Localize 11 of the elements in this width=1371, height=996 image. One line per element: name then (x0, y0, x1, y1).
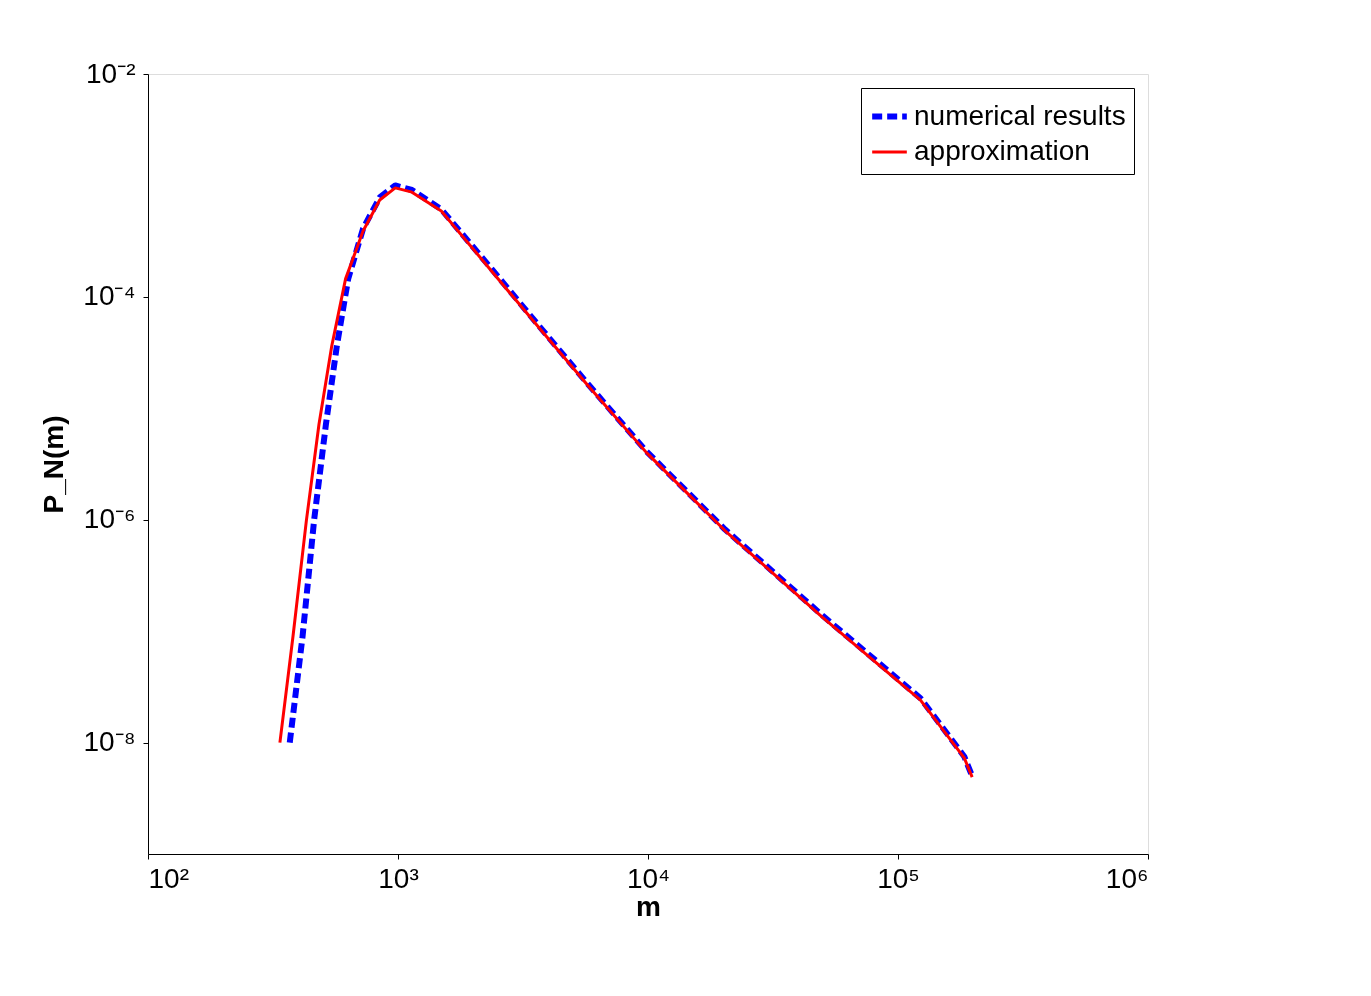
x-tick-label: 10⁵ (877, 862, 920, 894)
y-axis-title: P_N(m) (38, 415, 70, 514)
x-tick-label: 10³ (378, 862, 419, 894)
x-tick-label: 10⁶ (1105, 862, 1149, 894)
y-tick-label: 10⁻² (86, 57, 136, 89)
y-tick-label: 10⁻⁸ (83, 726, 136, 758)
x-tick-label: 10² (148, 862, 189, 894)
y-tick-label: 10⁻⁶ (83, 503, 136, 535)
legend-label: numerical results (914, 99, 1126, 131)
y-tick-label: 10⁻⁴ (83, 280, 136, 312)
legend-label: approximation (914, 135, 1090, 166)
